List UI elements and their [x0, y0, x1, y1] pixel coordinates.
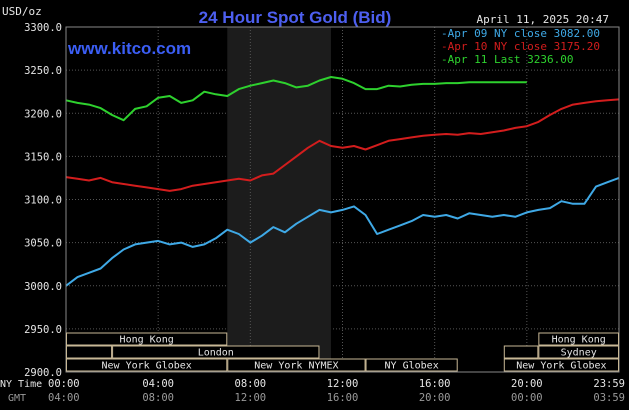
x-tick-gmt: 12:00 — [235, 392, 267, 404]
x-tick-gmt: 03:59 — [593, 392, 625, 404]
nymex-highlight-band — [227, 27, 331, 372]
chart-title: 24 Hour Spot Gold (Bid) — [199, 8, 392, 27]
session-label: Hong Kong — [120, 335, 174, 346]
series-line-apr-11 — [65, 76, 527, 122]
y-tick-label: 3250.0 — [24, 65, 62, 77]
session-box — [66, 332, 228, 346]
session-label: London — [198, 348, 234, 359]
session-label: New York Globex — [101, 361, 191, 372]
y-tick-label: 3150.0 — [24, 151, 62, 163]
session-box — [538, 345, 620, 359]
x-tick-gmt: 16:00 — [327, 392, 359, 404]
y-tick-label: 3300.0 — [24, 22, 62, 34]
series-line-apr-09 — [65, 176, 620, 287]
legend: -Apr 09 NY close 3082.00-Apr 10 NY close… — [441, 27, 600, 66]
session-box — [227, 358, 366, 372]
y-axis-label: USD/oz — [2, 5, 42, 18]
session-label: NY Globex — [385, 361, 439, 372]
y-tick-label: 3050.0 — [24, 238, 62, 250]
legend-entry: -Apr 11 Last 3236.00 — [441, 53, 573, 66]
y-tick-label: 2950.0 — [24, 324, 62, 336]
source-watermark: www.kitco.com — [67, 39, 191, 58]
x-tick-ny: 08:00 — [235, 378, 267, 390]
x-axis-ticks: 00:00 04:00 04:00 08:00 08:00 12:00 12:00 16:00… — [48, 378, 625, 404]
session-box — [503, 358, 619, 372]
x-tick-gmt: 00:00 — [511, 392, 543, 404]
y-tick-label: 3200.0 — [24, 108, 62, 120]
legend-entry: -Apr 09 NY close 3082.00 — [441, 27, 600, 40]
x-tick-gmt: 04:00 — [48, 392, 80, 404]
session-box — [538, 332, 620, 346]
series-line-apr-10 — [65, 98, 620, 192]
x-row2-label: GMT — [8, 393, 26, 404]
session-box — [112, 345, 320, 359]
plot-frame — [65, 26, 620, 373]
x-row1-label: NY Time — [0, 379, 42, 390]
x-tick-ny: 00:00 — [48, 378, 80, 390]
x-tick-gmt: 08:00 — [142, 392, 174, 404]
x-tick-ny: 23:59 — [593, 378, 625, 390]
session-box — [365, 358, 458, 372]
session-box — [66, 345, 113, 359]
session-label: New York Globex — [516, 361, 606, 372]
y-axis-ticks: 3300.0 3250.0 3200.0 3150.0 3100.0 3050.0 3000… — [24, 22, 62, 379]
x-tick-ny: 20:00 — [511, 378, 543, 390]
x-tick-ny: 12:00 — [327, 378, 359, 390]
session-box — [66, 358, 228, 372]
market-sessions: Hong Kong Hong Kong London Sydney New York G… — [66, 332, 620, 372]
date-label: April 11, 2025 20:47 — [477, 13, 609, 26]
session-box — [503, 345, 539, 359]
series-lines — [65, 76, 620, 287]
x-tick-gmt: 20:00 — [419, 392, 451, 404]
session-label: New York NYMEX — [254, 361, 338, 372]
session-label: Sydney — [561, 348, 597, 359]
x-tick-ny: 16:00 — [419, 378, 451, 390]
legend-entry: -Apr 10 NY close 3175.20 — [441, 40, 600, 53]
x-tick-ny: 04:00 — [142, 378, 174, 390]
y-tick-label: 2900.0 — [24, 367, 62, 379]
y-tick-label: 3100.0 — [24, 195, 62, 207]
y-tick-label: 3000.0 — [24, 281, 62, 293]
session-label: Hong Kong — [552, 335, 606, 346]
